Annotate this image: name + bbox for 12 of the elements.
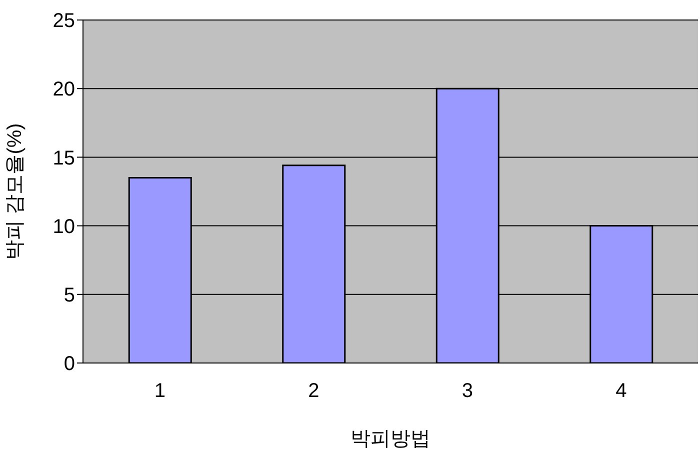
x-tick-label: 2 <box>308 380 320 402</box>
x-tick-label: 1 <box>154 380 166 402</box>
x-axis-title: 박피방법 <box>350 428 430 450</box>
y-axis-title: 박피 감모율(%) <box>4 123 26 260</box>
y-tick-label: 15 <box>52 147 75 170</box>
y-tick-label: 10 <box>52 216 75 238</box>
y-tick-label: 25 <box>52 10 75 32</box>
y-tick-label: 20 <box>52 78 75 101</box>
y-tick-label: 5 <box>64 284 75 306</box>
y-tick-label: 0 <box>64 353 75 376</box>
x-tick-label: 4 <box>616 380 627 402</box>
x-tick-label: 3 <box>462 380 473 402</box>
